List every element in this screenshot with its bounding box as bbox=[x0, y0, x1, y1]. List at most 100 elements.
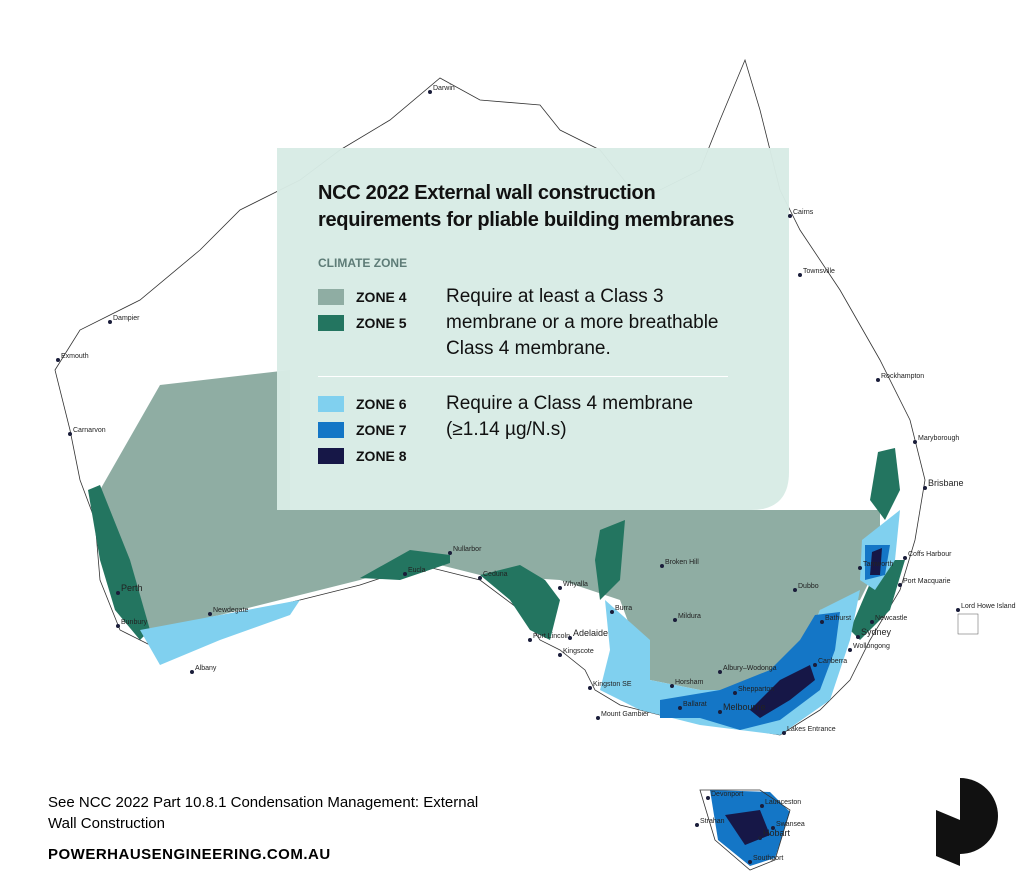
city-label: Horsham bbox=[675, 679, 704, 686]
city-dot bbox=[56, 358, 60, 362]
zone-swatch bbox=[318, 422, 344, 438]
zone-label: ZONE 4 bbox=[356, 289, 407, 305]
city-dot bbox=[678, 706, 682, 710]
city-label: Perth bbox=[121, 583, 143, 593]
city-label: Bunbury bbox=[121, 619, 148, 626]
city-dot bbox=[923, 486, 927, 490]
footer-note: See NCC 2022 Part 10.8.1 Condensation Ma… bbox=[48, 794, 479, 832]
logo-part bbox=[936, 810, 960, 866]
city-dot bbox=[870, 620, 874, 624]
zone-swatch bbox=[318, 315, 344, 331]
city-label: Broken Hill bbox=[665, 559, 699, 566]
city-dot bbox=[718, 710, 722, 714]
logo-part bbox=[960, 778, 998, 854]
city-label: Shepparton bbox=[738, 686, 774, 693]
city-dot bbox=[758, 836, 762, 840]
city-label: Burra bbox=[615, 605, 632, 612]
zone-label: ZONE 6 bbox=[356, 396, 407, 412]
city-label: Albany bbox=[195, 665, 217, 672]
city-dot bbox=[673, 618, 677, 622]
zone-label: ZONE 7 bbox=[356, 422, 407, 438]
city-dot bbox=[798, 273, 802, 277]
zone-region bbox=[88, 485, 150, 640]
city-label: Ceduna bbox=[483, 571, 508, 578]
city-dot bbox=[695, 823, 699, 827]
city-label: Lord Howe Island bbox=[961, 603, 1016, 610]
city-dot bbox=[108, 320, 112, 324]
legend-separator bbox=[318, 376, 728, 377]
city-label: Newcastle bbox=[875, 615, 907, 622]
city-label: Ballarat bbox=[683, 701, 707, 708]
zone-region bbox=[870, 448, 900, 520]
legend-groups: ZONE 4 ZONE 5 Require at least a Class 3 m… bbox=[318, 284, 768, 469]
legend-panel bbox=[277, 148, 789, 510]
city-dot bbox=[670, 684, 674, 688]
city-label: Townsville bbox=[803, 268, 835, 275]
city-dot bbox=[610, 610, 614, 614]
logo bbox=[936, 778, 998, 866]
city-label: Albury–Wodonga bbox=[723, 665, 777, 672]
city-label: Lakes Entrance bbox=[787, 726, 836, 733]
city-dot bbox=[568, 636, 572, 640]
city-label: Maryborough bbox=[918, 435, 959, 442]
zone-region bbox=[870, 548, 882, 575]
zone-list: ZONE 6 ZONE 7 ZONE 8 bbox=[318, 391, 446, 469]
zone-description: Require a Class 4 membrane (≥1.14 µg/N.s… bbox=[446, 393, 694, 440]
city-label: Southport bbox=[753, 855, 783, 862]
city-layer: Darwin Cairns Townsville Dampier Exmouth Rock… bbox=[56, 85, 1016, 864]
city-label: Cairns bbox=[793, 209, 814, 216]
city-label: Sydney bbox=[861, 627, 892, 637]
legend-title: NCC 2022 External wall construction requ… bbox=[318, 182, 735, 231]
city-label: Adelaide bbox=[573, 628, 608, 638]
city-label: Tamworth bbox=[863, 561, 893, 568]
city-dot bbox=[558, 653, 562, 657]
city-label: Nullarbor bbox=[453, 546, 482, 553]
city-dot bbox=[190, 670, 194, 674]
city-dot bbox=[68, 432, 72, 436]
city-dot bbox=[771, 826, 775, 830]
city-dot bbox=[760, 804, 764, 808]
city-label: Kingston SE bbox=[593, 681, 632, 688]
city-label: Launceston bbox=[765, 799, 801, 806]
city-label: Dampier bbox=[113, 315, 140, 322]
zone-item: ZONE 4 bbox=[318, 284, 446, 310]
zone-description: Require at least a Class 3 membrane or a… bbox=[446, 286, 719, 359]
city-label: Mildura bbox=[678, 613, 701, 620]
zone-list: ZONE 4 ZONE 5 bbox=[318, 284, 446, 362]
city-dot bbox=[588, 686, 592, 690]
city-dot bbox=[403, 572, 407, 576]
city-label: Strahan bbox=[700, 818, 725, 825]
city-dot bbox=[478, 576, 482, 580]
city-label: Kingscote bbox=[563, 648, 594, 655]
city-dot bbox=[428, 90, 432, 94]
city-dot bbox=[660, 564, 664, 568]
tasmania-outline bbox=[699, 789, 791, 871]
city-dot bbox=[913, 440, 917, 444]
city-dot bbox=[748, 860, 752, 864]
city-dot bbox=[848, 648, 852, 652]
zone-swatch bbox=[318, 289, 344, 305]
zone-region bbox=[140, 600, 300, 665]
city-label: Rockhampton bbox=[881, 373, 924, 380]
city-dot bbox=[208, 612, 212, 616]
city-label: Hobart bbox=[763, 828, 791, 838]
city-dot bbox=[528, 638, 532, 642]
city-dot bbox=[903, 556, 907, 560]
zone-region bbox=[100, 370, 880, 690]
city-dot bbox=[898, 583, 902, 587]
lord-howe-box bbox=[957, 613, 979, 635]
city-label: Newdegate bbox=[213, 607, 249, 614]
city-dot bbox=[733, 691, 737, 695]
city-dot bbox=[116, 591, 120, 595]
zone-region bbox=[725, 810, 770, 845]
city-label: Bathurst bbox=[825, 615, 851, 622]
zone-region bbox=[360, 550, 450, 580]
legend-group: ZONE 4 ZONE 5 Require at least a Class 3 m… bbox=[318, 284, 768, 362]
city-label: Eucla bbox=[408, 567, 426, 574]
zone-label: ZONE 8 bbox=[356, 448, 407, 464]
city-dot bbox=[876, 378, 880, 382]
city-dot bbox=[856, 635, 860, 639]
city-label: Whyalla bbox=[563, 581, 588, 588]
zone-region bbox=[595, 520, 625, 600]
